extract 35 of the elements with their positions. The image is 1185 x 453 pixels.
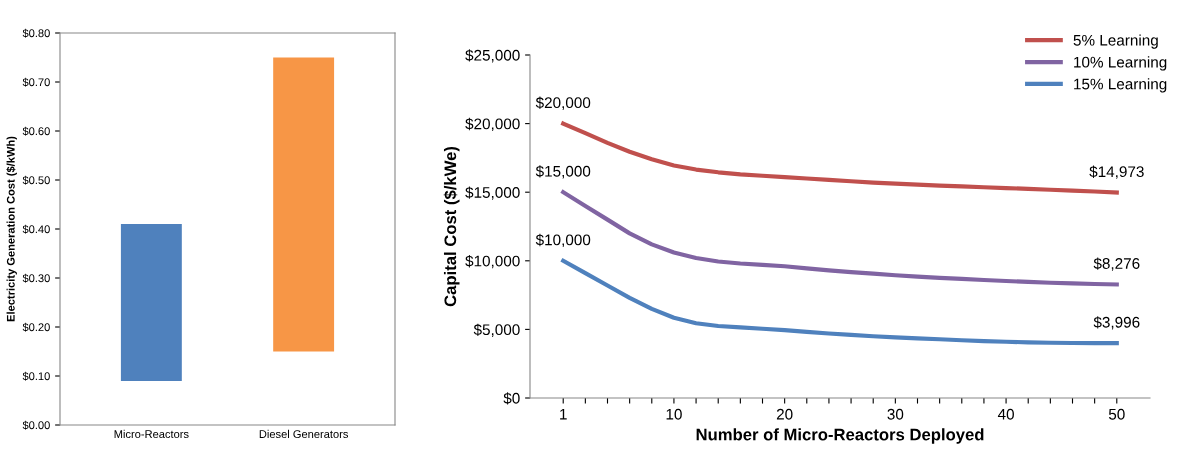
y-tick-label: $0.60	[22, 126, 50, 136]
y-tick-label: $15,000	[465, 186, 520, 200]
data-label: $20,000	[535, 96, 591, 110]
x-axis-title: Number of Micro-Reactors Deployed	[696, 428, 984, 444]
y-tick-label: $0.20	[22, 322, 50, 332]
y-tick-label: $0.50	[22, 175, 50, 185]
x-tick-label: Diesel Generators	[259, 429, 349, 439]
data-label: $3,996	[1093, 316, 1140, 330]
y-tick-label: $0.00	[22, 420, 50, 430]
y-axis-title: Capital Cost ($/kWe)	[443, 146, 460, 307]
y-tick-label: $0	[503, 392, 520, 405]
y-axis-title: Electricity Generation Cost ($/kWh)	[6, 136, 17, 322]
data-label: $8,276	[1093, 257, 1140, 271]
y-tick-label: $0.80	[22, 28, 50, 38]
y-tick-label: $25,000	[465, 49, 520, 63]
x-tick-label: 50	[1108, 408, 1125, 420]
y-tick-label: $20,000	[465, 117, 520, 132]
y-tick-label: $0.70	[22, 77, 50, 87]
x-tick-label: 40	[997, 408, 1014, 420]
data-label: $14,973	[1089, 165, 1144, 179]
y-tick-label: $10,000	[465, 255, 520, 269]
y-tick-label: $0.30	[22, 273, 50, 283]
y-tick-label: $0.40	[22, 224, 50, 234]
x-tick-label: 20	[776, 408, 793, 420]
x-tick-label: Micro-Reactors	[114, 429, 189, 439]
legend-label: 15% Learning	[1074, 78, 1167, 93]
y-tick-label: $5,000	[473, 323, 520, 337]
y-tick-label: $0.10	[22, 371, 50, 381]
x-tick-label: 1	[560, 408, 567, 420]
x-tick-label: 30	[887, 408, 904, 420]
data-label: $10,000	[535, 233, 591, 248]
data-label: $15,000	[535, 165, 591, 179]
legend-label: 5% Learning	[1073, 34, 1158, 49]
x-tick-label: 10	[666, 408, 682, 420]
legend-label: 10% Learning	[1074, 56, 1167, 71]
